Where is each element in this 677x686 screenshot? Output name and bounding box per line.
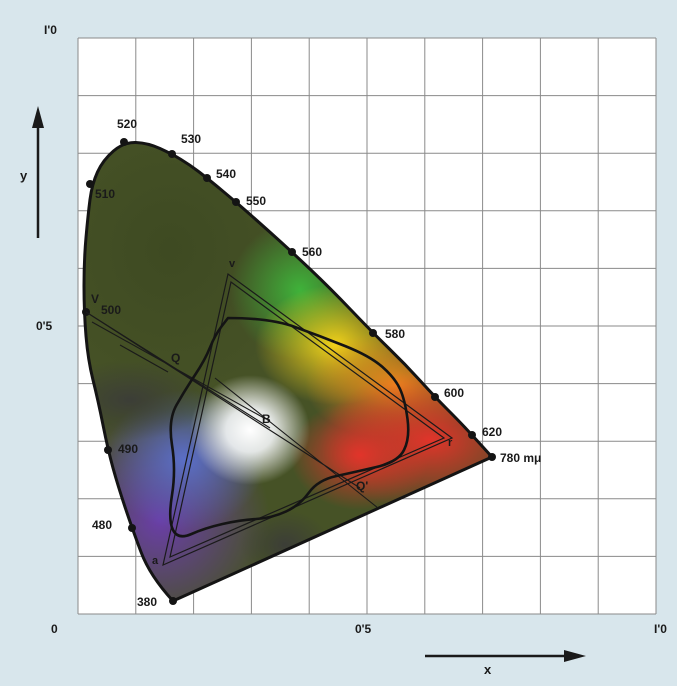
wavelength-label-620: 620 [482,425,502,439]
gamut-curve [168,316,410,538]
wavelength-point [288,248,296,256]
point-label-Q: Q [171,351,180,365]
wavelength-point [104,446,112,454]
x-max-label: I'0 [654,622,667,636]
wavelength-point [120,138,128,146]
point-label-v: v [229,258,236,270]
wavelength-label-510: 510 [95,187,115,201]
wavelength-point [232,198,240,206]
point-label-a: a [152,555,159,567]
origin-label: 0 [51,622,58,636]
point-label-V: V [91,292,99,306]
y-mid-label: 0'5 [36,319,53,333]
point-label-B: B [262,412,271,426]
y-axis-arrow [32,106,44,238]
wavelength-point [169,597,177,605]
x-mid-label: 0'5 [355,622,372,636]
wavelength-point [468,431,476,439]
wavelength-label-530: 530 [181,132,201,146]
construction-lines [85,311,379,509]
wavelength-label-600: 600 [444,386,464,400]
wavelength-label-490: 490 [118,442,138,456]
y-axis-label: y [20,168,28,183]
wavelength-label-560: 560 [302,245,322,259]
wavelength-label-550: 550 [246,194,266,208]
wavelength-label-540: 540 [216,167,236,181]
wavelength-point [168,150,176,158]
wavelength-label-580: 580 [385,327,405,341]
wavelength-label-520: 520 [117,117,137,131]
wavelength-label-380: 380 [137,595,157,609]
wavelength-points [82,138,496,605]
wavelength-label-500: 500 [101,303,121,317]
wavelength-label-780: 780 mμ [500,451,541,465]
y-max-label: I'0 [44,23,57,37]
wavelength-point [369,329,377,337]
wavelength-point [128,524,136,532]
wavelength-point [86,180,94,188]
wavelength-point [431,393,439,401]
triangle-avr [162,272,454,567]
point-label-r: r [448,437,453,449]
wavelength-point [488,453,496,461]
spectral-locus [82,140,494,603]
wavelength-label-480: 480 [92,518,112,532]
wavelength-point [203,174,211,182]
x-axis-label: x [484,662,492,677]
x-axis-arrow [425,650,586,662]
point-label-Q-prime: Q' [356,479,368,493]
